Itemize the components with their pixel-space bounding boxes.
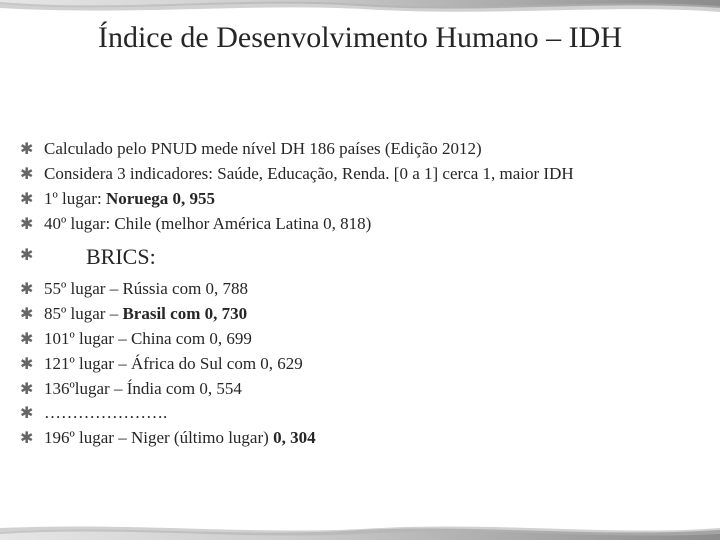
asterisk-icon: ✱ [20, 244, 44, 265]
asterisk-icon: ✱ [20, 328, 44, 351]
bullet-item: ✱ 136ºlugar – Índia com 0, 554 [20, 378, 700, 401]
asterisk-icon: ✱ [20, 378, 44, 401]
asterisk-icon: ✱ [20, 163, 44, 186]
bullet-text: 1º lugar: Noruega 0, 955 [44, 188, 700, 211]
asterisk-icon: ✱ [20, 188, 44, 211]
bullet-text: …………………. [44, 402, 700, 425]
bullet-text: 85º lugar – Brasil com 0, 730 [44, 303, 700, 326]
asterisk-icon: ✱ [20, 402, 44, 425]
bullet-text: Calculado pelo PNUD mede nível DH 186 pa… [44, 138, 700, 161]
bullet-text: 136ºlugar – Índia com 0, 554 [44, 378, 700, 401]
slide-content: ✱ Calculado pelo PNUD mede nível DH 186 … [20, 138, 700, 452]
slide-title: Índice de Desenvolvimento Humano – IDH [0, 20, 720, 56]
bullet-text: 40º lugar: Chile (melhor América Latina … [44, 213, 700, 236]
asterisk-icon: ✱ [20, 138, 44, 161]
wave-bottom-decoration [0, 522, 720, 540]
bullet-item: ✱ 1º lugar: Noruega 0, 955 [20, 188, 700, 211]
bullet-text: 55º lugar – Rússia com 0, 788 [44, 278, 700, 301]
slide: Índice de Desenvolvimento Humano – IDH ✱… [0, 0, 720, 540]
brics-heading: BRICS: [44, 244, 700, 270]
bullet-item: ✱ 55º lugar – Rússia com 0, 788 [20, 278, 700, 301]
asterisk-icon: ✱ [20, 303, 44, 326]
asterisk-icon: ✱ [20, 353, 44, 376]
bullet-item: ✱ 101º lugar – China com 0, 699 [20, 328, 700, 351]
bullet-text: 196º lugar – Niger (último lugar) 0, 304 [44, 427, 700, 450]
bullet-text: 121º lugar – África do Sul com 0, 629 [44, 353, 700, 376]
bullet-item: ✱ Considera 3 indicadores: Saúde, Educaç… [20, 163, 700, 186]
bullet-item: ✱ 121º lugar – África do Sul com 0, 629 [20, 353, 700, 376]
asterisk-icon: ✱ [20, 278, 44, 301]
bullet-item: ✱ 40º lugar: Chile (melhor América Latin… [20, 213, 700, 236]
bullet-item: ✱ …………………. [20, 402, 700, 425]
bullet-item: ✱ Calculado pelo PNUD mede nível DH 186 … [20, 138, 700, 161]
brics-heading-row: ✱ BRICS: [20, 244, 700, 270]
bullet-item: ✱ 196º lugar – Niger (último lugar) 0, 3… [20, 427, 700, 450]
asterisk-icon: ✱ [20, 213, 44, 236]
wave-top-decoration [0, 0, 720, 18]
bullet-text: 101º lugar – China com 0, 699 [44, 328, 700, 351]
asterisk-icon: ✱ [20, 427, 44, 450]
bullet-item: ✱ 85º lugar – Brasil com 0, 730 [20, 303, 700, 326]
bullet-text: Considera 3 indicadores: Saúde, Educação… [44, 163, 700, 186]
